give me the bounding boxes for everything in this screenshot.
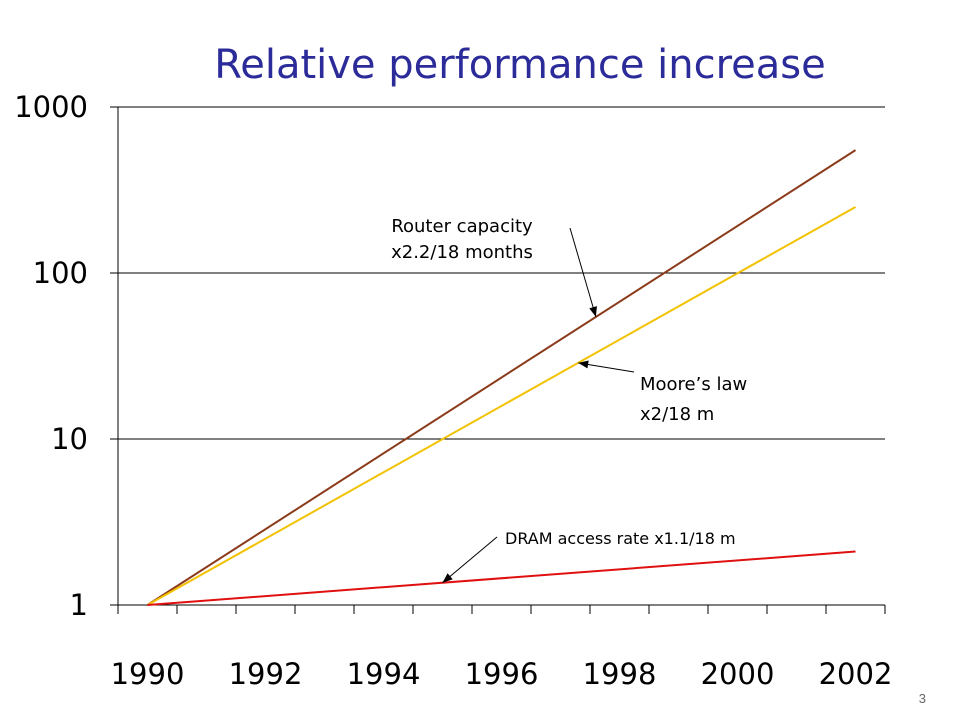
x-tick-label-2000: 2000 [701,657,775,691]
x-tick-label-1992: 1992 [229,657,303,691]
annotation-arrowhead-dram [442,573,453,583]
x-tick-label-1996: 1996 [465,657,539,691]
annotation-arrow-dram [442,536,498,584]
series-line-router [146,149,857,606]
x-tick-label-2002: 2002 [819,657,893,691]
series-line-dram [147,550,856,606]
x-tick-label-1998: 1998 [583,657,657,691]
annotation-router-line-0: Router capacity [391,216,533,237]
annotation-moore-line-0: Moore’s law [640,374,747,395]
annotation-arrowhead-moore [578,360,589,369]
y-tick-label-100: 100 [33,256,88,290]
annotation-router-line-1: x2.2/18 months [391,242,533,263]
page-number: 3 [918,691,926,706]
series-line-moore [147,206,856,606]
x-tick-label-1990: 1990 [111,657,185,691]
annotation-arrowhead-router [589,306,597,317]
x-tick-label-1994: 1994 [347,657,421,691]
y-tick-label-1: 1 [70,588,88,622]
annotation-arrow-router [569,227,597,318]
y-tick-label-1000: 1000 [14,90,88,124]
annotation-moore-line-1: x2/18 m [640,404,714,425]
annotation-dram-line-0: DRAM access rate x1.1/18 m [505,529,736,548]
y-tick-label-10: 10 [51,422,88,456]
chart-title: Relative performance increase [214,42,826,88]
